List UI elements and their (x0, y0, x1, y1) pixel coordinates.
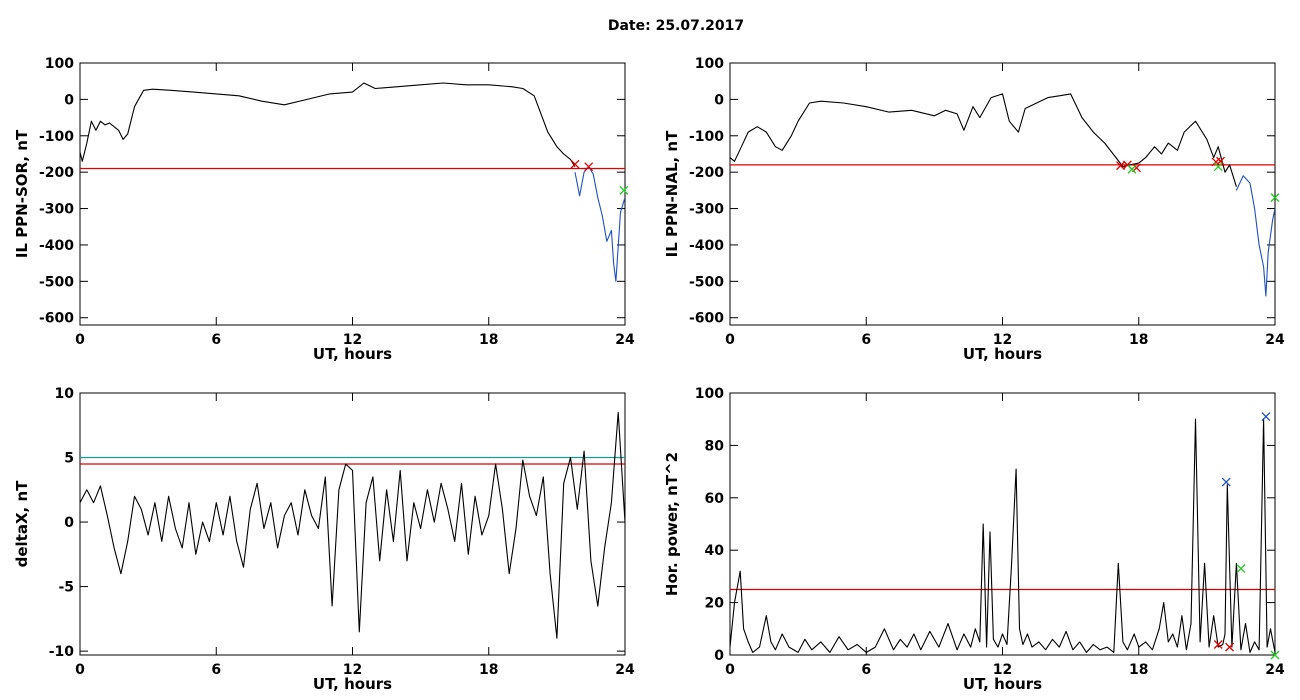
x-axis-label: UT, hours (313, 345, 392, 363)
y-tick-label: 60 (705, 491, 725, 507)
y-tick-label: -400 (39, 238, 74, 254)
series-line (730, 93, 1237, 187)
x-axis-label: UT, hours (963, 345, 1042, 363)
y-tick-label: -5 (58, 580, 74, 596)
y-tick-label: 40 (705, 543, 725, 559)
x-tick-label: 12 (343, 332, 362, 348)
y-tick-label: -200 (689, 165, 724, 181)
cross-marker (1261, 412, 1271, 422)
cross-marker (1270, 193, 1280, 203)
y-tick-label: -300 (689, 202, 724, 218)
x-tick-label: 6 (211, 332, 221, 348)
series-line (1235, 175, 1275, 297)
x-tick-label: 24 (615, 662, 635, 678)
y-tick-label: 100 (695, 386, 724, 402)
series-line (730, 418, 1275, 653)
y-tick-label: 0 (64, 515, 74, 531)
x-axis-label: UT, hours (313, 675, 392, 693)
y-tick-label: 100 (695, 56, 724, 72)
x-tick-label: 18 (1129, 662, 1148, 678)
x-tick-label: 0 (75, 332, 85, 348)
cross-marker (619, 185, 629, 195)
x-tick-label: 18 (479, 332, 498, 348)
series-line (80, 82, 576, 167)
x-tick-label: 24 (1265, 662, 1285, 678)
y-tick-label: 0 (714, 648, 724, 664)
cross-marker (1213, 162, 1223, 172)
y-tick-label: -500 (689, 274, 724, 290)
x-tick-label: 0 (725, 332, 735, 348)
cross-marker (570, 159, 580, 169)
x-tick-label: 18 (1129, 332, 1148, 348)
y-tick-label: -500 (39, 274, 74, 290)
plot-frame (79, 62, 626, 326)
plot-frame (79, 392, 626, 656)
x-tick-label: 6 (861, 662, 871, 678)
y-tick-label: -100 (39, 129, 74, 145)
cross-marker (1236, 564, 1246, 573)
y-tick-label: -10 (49, 644, 75, 660)
y-tick-label: 5 (64, 451, 74, 467)
y-tick-label: -100 (689, 129, 724, 145)
x-tick-label: 6 (861, 332, 871, 348)
x-tick-label: 12 (993, 332, 1012, 348)
y-axis-label: deltaX, nT (13, 480, 31, 568)
cross-marker (584, 162, 594, 172)
y-tick-label: -300 (39, 202, 74, 218)
x-tick-label: 12 (993, 662, 1012, 678)
plot-area (730, 418, 1275, 653)
plot-area (80, 411, 625, 639)
x-tick-label: 24 (615, 332, 635, 348)
cross-marker (1221, 477, 1231, 487)
y-tick-label: 0 (714, 92, 724, 108)
x-tick-label: 0 (75, 662, 85, 678)
x-tick-label: 18 (479, 662, 498, 678)
y-axis-label: Hor. power, nT^2 (663, 452, 681, 596)
y-tick-label: -600 (39, 311, 74, 327)
date-title: Date: 25.07.2017 (607, 18, 745, 34)
cross-marker (1213, 640, 1223, 649)
x-axis-label: UT, hours (963, 675, 1042, 693)
cross-marker (1127, 164, 1137, 174)
y-tick-label: 0 (64, 92, 74, 108)
y-tick-label: -400 (689, 238, 724, 254)
series-line (80, 411, 625, 639)
cross-marker (1270, 650, 1280, 660)
x-tick-label: 0 (725, 662, 735, 678)
cross-marker (1225, 642, 1235, 652)
y-axis-label: IL PPN-NAL, nT (663, 130, 681, 257)
y-tick-label: 10 (55, 386, 75, 402)
x-tick-label: 12 (343, 662, 362, 678)
y-tick-label: 80 (705, 438, 725, 454)
y-tick-label: -600 (689, 311, 724, 327)
y-tick-label: 100 (45, 56, 74, 72)
x-tick-label: 24 (1265, 332, 1285, 348)
cross-marker (1216, 156, 1225, 166)
chart-hor-power: 100 80 60 40 20 00 6 12 18 24 UT, hours Hor. power,… (663, 386, 1285, 693)
x-tick-label: 6 (211, 662, 221, 678)
y-tick-label: 20 (705, 596, 725, 612)
y-tick-label: -200 (39, 165, 74, 181)
series-line (574, 166, 625, 282)
y-axis-label: IL PPN-SOR, nT (13, 129, 31, 258)
plot-area (80, 82, 625, 282)
plot-area (730, 93, 1275, 297)
